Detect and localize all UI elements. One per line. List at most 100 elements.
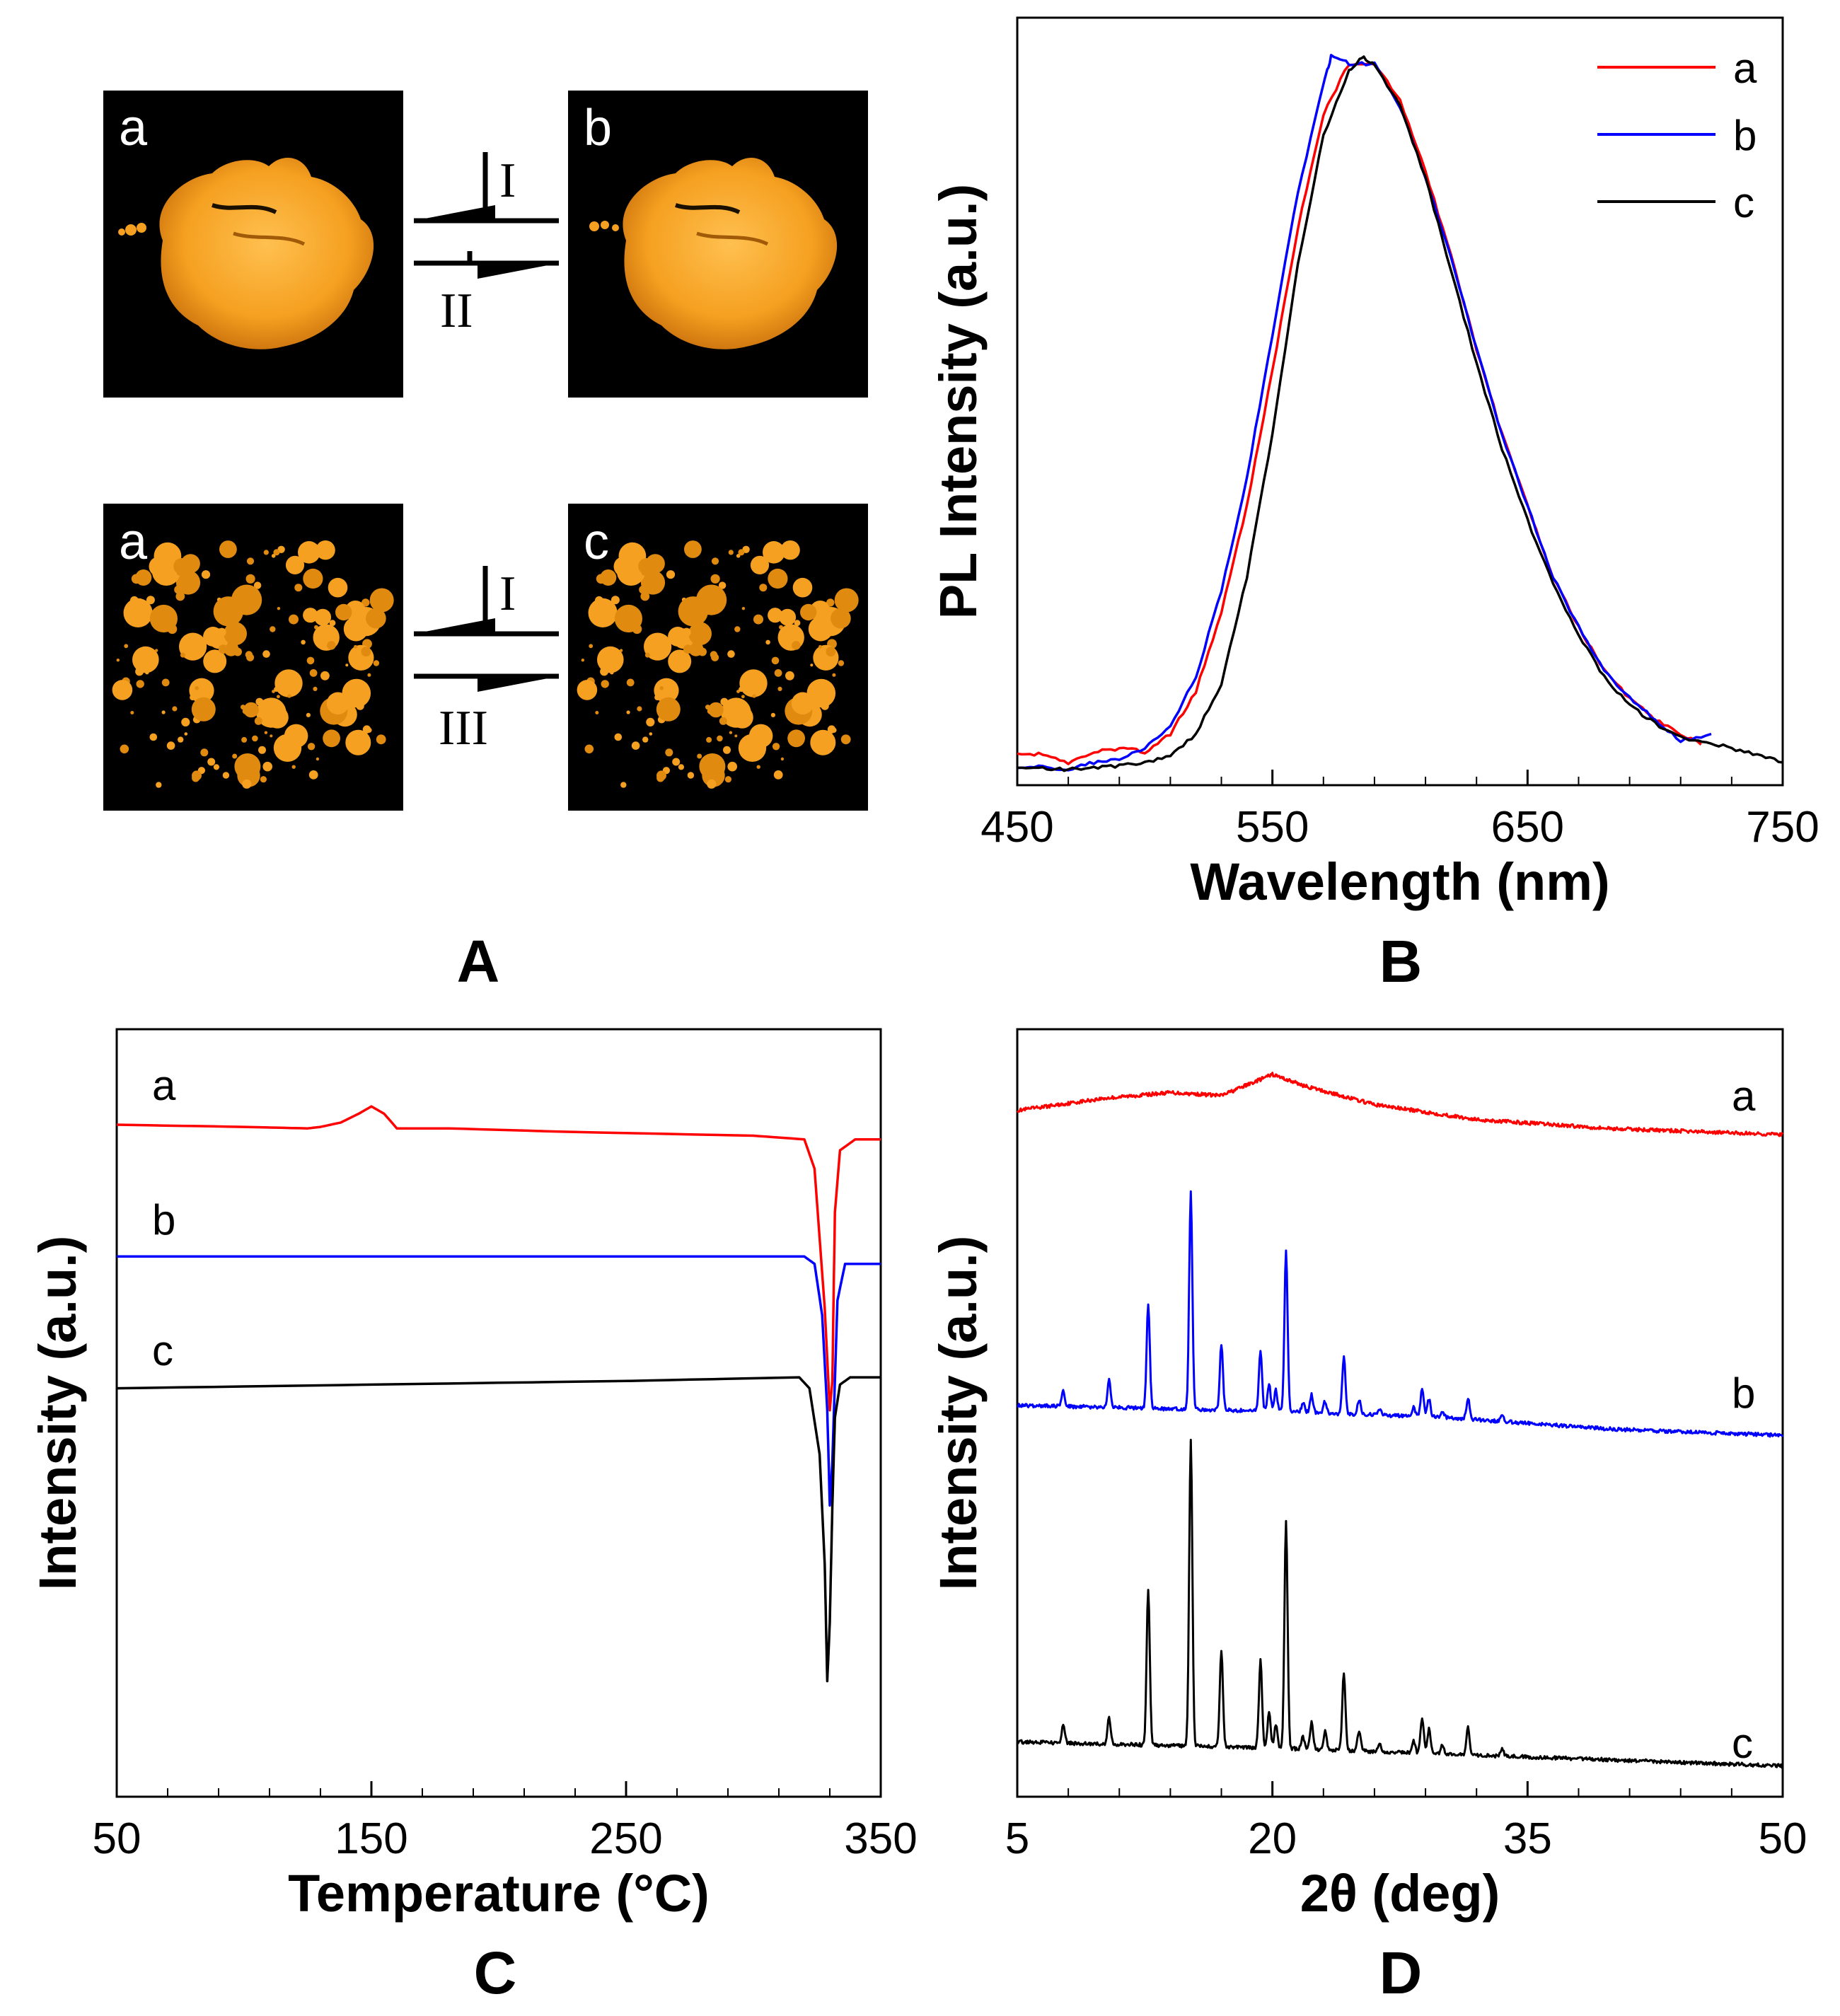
powder-speck xyxy=(112,680,133,700)
powder-speck xyxy=(588,598,618,628)
powder-speck xyxy=(195,686,199,690)
dsc-series-c xyxy=(116,1376,881,1683)
pl-series-b xyxy=(1017,54,1712,772)
powder-speck xyxy=(191,697,216,722)
powder-speck xyxy=(626,678,635,687)
powder-speck xyxy=(708,702,724,718)
powder-speck xyxy=(724,776,731,783)
powder-speck xyxy=(699,753,726,780)
powder-cluster-top-right xyxy=(589,158,838,349)
powder-speck xyxy=(792,641,801,650)
powder-speck xyxy=(131,574,141,584)
powder-speck xyxy=(595,711,599,714)
x-tick-label: 20 xyxy=(1248,1814,1297,1863)
powder-speck xyxy=(765,639,770,645)
powder-speck xyxy=(711,557,719,565)
powder-speck xyxy=(207,758,216,766)
powder-speck xyxy=(329,620,336,627)
panel-label-a: A xyxy=(457,928,500,995)
powder-speck xyxy=(646,717,655,726)
powder-speck xyxy=(616,557,646,586)
xrd-series-b xyxy=(1017,1190,1784,1438)
powder-speck xyxy=(728,550,734,555)
powder-speck xyxy=(213,764,219,770)
powder-speck xyxy=(255,697,264,706)
powder-speck xyxy=(241,590,249,598)
powder-speck xyxy=(307,743,316,751)
powder-speck xyxy=(645,554,665,574)
powder-speck xyxy=(218,644,228,654)
powder-speck xyxy=(189,678,214,703)
powder-speck xyxy=(838,660,845,666)
powder-speck xyxy=(687,772,695,779)
powder-speck xyxy=(200,748,209,757)
powder-speck xyxy=(232,753,238,759)
powder-speck xyxy=(794,620,801,627)
x-tick-label: 750 xyxy=(1746,803,1819,852)
powder-speck xyxy=(306,656,315,665)
powder-speck xyxy=(577,680,598,700)
powder-speck xyxy=(698,647,707,656)
powder-speck xyxy=(252,735,258,742)
powder-speck xyxy=(710,574,720,584)
powder-speck xyxy=(707,779,717,789)
arrow-label-bottom-back: I xyxy=(499,567,516,621)
powder-speck xyxy=(810,664,814,667)
powder-speck xyxy=(258,746,266,754)
powder-speck xyxy=(367,673,371,677)
powder-speck xyxy=(810,729,836,755)
powder-speck xyxy=(309,669,318,677)
powder-speck xyxy=(780,540,800,560)
xrd-series-c xyxy=(1017,1439,1784,1769)
powder-speck xyxy=(156,782,162,788)
powder-speck xyxy=(620,782,627,788)
powder-speck xyxy=(644,652,650,658)
powder-speck xyxy=(245,574,255,584)
powder-speck xyxy=(132,646,159,673)
x-tick-label: 50 xyxy=(93,1814,141,1863)
powder-speck xyxy=(190,694,196,701)
xrd-series-a xyxy=(1016,1072,1784,1137)
powder-speck xyxy=(327,641,336,650)
powder-speck xyxy=(254,717,262,725)
dsc-series-a xyxy=(116,1105,881,1412)
powder-speck xyxy=(684,540,702,558)
powder-speck xyxy=(263,550,269,555)
powder-speck xyxy=(706,590,714,598)
powder-speck xyxy=(342,678,371,708)
powder-speck xyxy=(611,596,620,605)
x-tick-label: 350 xyxy=(844,1814,917,1863)
powder-speck xyxy=(770,712,775,718)
x-tick-label: 550 xyxy=(1236,803,1309,852)
powder-speck xyxy=(659,686,664,690)
powder-speck xyxy=(130,711,134,714)
powder-speck xyxy=(224,622,247,646)
powder-speck xyxy=(287,694,291,698)
dsc-series-b xyxy=(117,1255,881,1507)
powder-speck xyxy=(723,746,731,754)
arrow-label-top-forward: II xyxy=(440,284,473,338)
chart-d: 5 20 35 50 2θ (deg) Intensity (a.u.) a b c xyxy=(929,1028,1807,1923)
powder-speck xyxy=(201,570,211,579)
powder-speck xyxy=(596,574,606,584)
powder-speck xyxy=(241,736,248,743)
powder-speck xyxy=(180,652,185,658)
powder-cluster-top-left xyxy=(118,158,374,349)
powder-speck xyxy=(831,608,851,629)
chart-b: 450 550 650 750 Wavelength (nm) PL Intensity … xyxy=(929,16,1819,911)
powder-speck xyxy=(149,604,178,633)
powder-speck xyxy=(727,761,737,772)
powder-speck xyxy=(203,649,227,673)
powder-speck xyxy=(308,770,318,780)
powder-speck xyxy=(641,570,647,576)
powder-speck xyxy=(335,603,352,621)
powder-speck xyxy=(245,651,253,659)
powder-speck xyxy=(826,598,835,607)
powder-speck xyxy=(176,570,182,576)
powder-speck xyxy=(729,731,733,734)
powder-speck xyxy=(291,731,299,739)
powder-speck xyxy=(626,710,630,714)
powder-speck xyxy=(668,649,692,673)
y-axis-label: Intensity (a.u.) xyxy=(929,1236,988,1591)
powder-speck xyxy=(656,774,665,782)
